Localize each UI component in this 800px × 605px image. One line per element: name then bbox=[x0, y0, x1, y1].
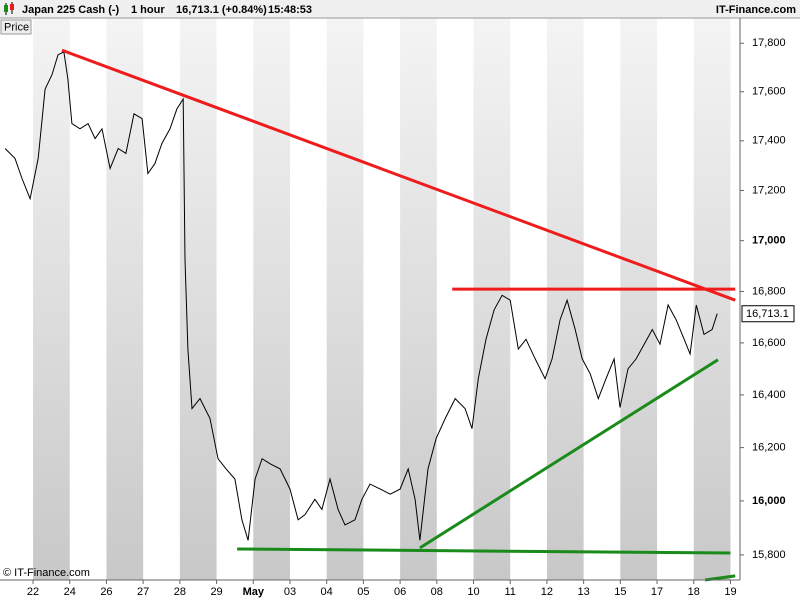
day-band bbox=[106, 18, 144, 580]
y-tick-label: 16,000 bbox=[752, 495, 786, 507]
day-band bbox=[546, 18, 584, 580]
day-band bbox=[253, 18, 290, 580]
x-tick-label: 11 bbox=[505, 586, 516, 598]
header-bar bbox=[0, 0, 800, 18]
plot-area bbox=[4, 48, 736, 582]
x-tick-label: 15 bbox=[614, 586, 626, 598]
y-tick-label: 16,400 bbox=[752, 389, 786, 401]
x-tick-label: 10 bbox=[467, 586, 479, 598]
x-tick-label: 28 bbox=[174, 586, 186, 598]
x-tick-label: 26 bbox=[100, 586, 112, 598]
y-tick-label: 17,400 bbox=[752, 135, 786, 147]
day-band bbox=[620, 18, 658, 580]
x-tick-label: 13 bbox=[578, 586, 590, 598]
last-price-label: 16,713.1 bbox=[746, 308, 789, 320]
day-band bbox=[326, 18, 364, 580]
copyright: © IT-Finance.com bbox=[3, 567, 90, 579]
candle-icon bbox=[4, 2, 14, 15]
price-label-box bbox=[0, 19, 32, 35]
x-tick-label: 06 bbox=[394, 586, 406, 598]
x-tick-label: 08 bbox=[431, 586, 443, 598]
x-tick-label: May bbox=[243, 586, 265, 598]
day-band bbox=[400, 18, 437, 580]
interval: 1 hour bbox=[131, 4, 165, 16]
day-band bbox=[473, 18, 511, 580]
x-tick-label: 27 bbox=[137, 586, 149, 598]
x-tick-label: 18 bbox=[688, 586, 700, 598]
source: IT-Finance.com bbox=[716, 4, 796, 16]
x-tick-label: 29 bbox=[210, 586, 222, 598]
x-tick-label: 19 bbox=[724, 586, 736, 598]
y-label: Price bbox=[4, 21, 29, 33]
trend-line bbox=[61, 48, 736, 302]
x-tick-label: 22 bbox=[27, 586, 39, 598]
last-quote: 16,713.1 (+0.84%) bbox=[176, 4, 267, 16]
day-bands bbox=[33, 18, 731, 580]
y-tick-label: 16,200 bbox=[752, 442, 786, 454]
price-line bbox=[4, 51, 718, 541]
y-tick-label: 16,600 bbox=[752, 337, 786, 349]
x-tick-label: 17 bbox=[651, 586, 663, 598]
trend-line bbox=[704, 574, 736, 582]
y-tick-label: 17,800 bbox=[752, 37, 786, 49]
x-tick-label: 12 bbox=[541, 586, 553, 598]
x-tick-label: 03 bbox=[284, 586, 296, 598]
y-tick-label: 17,000 bbox=[752, 235, 786, 247]
y-tick-label: 17,600 bbox=[752, 86, 786, 98]
day-band bbox=[33, 18, 70, 580]
x-tick-label: 05 bbox=[357, 586, 369, 598]
x-tick-label: 24 bbox=[64, 586, 76, 598]
y-tick-label: 15,800 bbox=[752, 549, 786, 561]
quote-time: 15:48:53 bbox=[268, 4, 312, 16]
x-tick-label: 04 bbox=[321, 586, 333, 598]
y-tick-label: 16,800 bbox=[752, 285, 786, 297]
instrument-title: Japan 225 Cash (-) bbox=[22, 4, 120, 16]
trend-line bbox=[419, 358, 719, 550]
last-price-box bbox=[741, 305, 795, 323]
day-band bbox=[693, 18, 731, 580]
trend-line bbox=[237, 547, 731, 555]
y-tick-label: 17,200 bbox=[752, 184, 786, 196]
